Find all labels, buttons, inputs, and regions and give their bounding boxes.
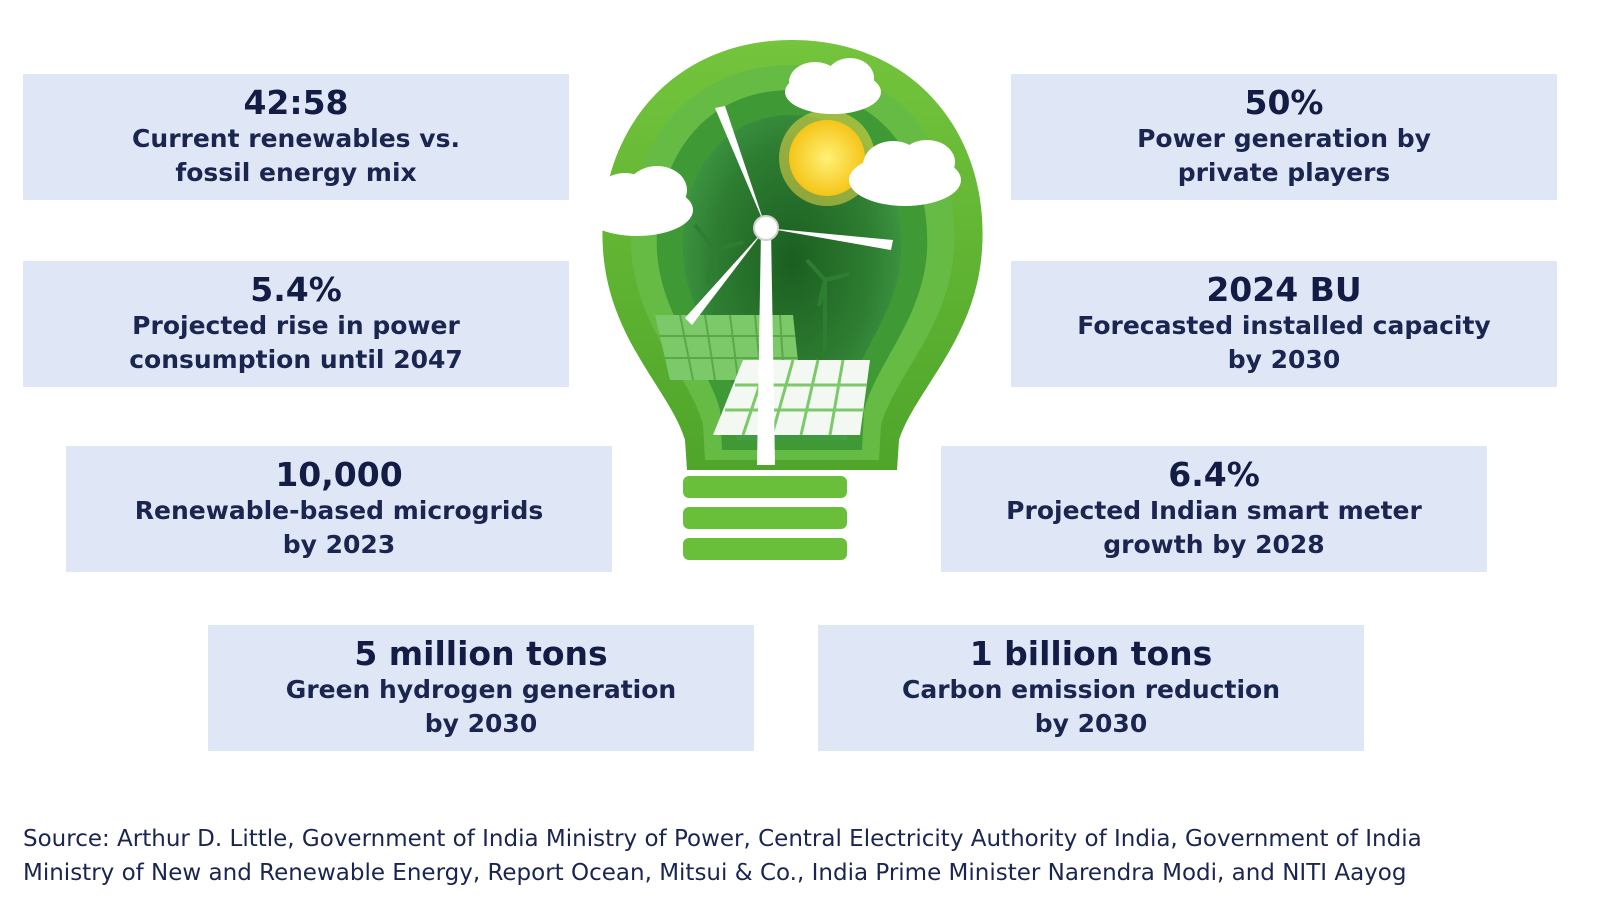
stat-value: 5.4% <box>250 270 342 309</box>
source-line: Source: Arthur D. Little, Government of … <box>23 826 1422 852</box>
bulb-base <box>683 476 847 560</box>
stat-description: Projected Indian smart meter <box>1006 496 1422 525</box>
stat-card-energy-mix: 42:58 Current renewables vs. fossil ener… <box>23 74 569 200</box>
source-line: Ministry of New and Renewable Energy, Re… <box>23 860 1407 886</box>
stat-description: by 2030 <box>1034 709 1148 738</box>
stat-card-green-hydrogen: 5 million tons Green hydrogen generation… <box>208 625 754 751</box>
stat-description: Carbon emission reduction <box>902 675 1280 704</box>
stat-value: 42:58 <box>243 83 349 122</box>
small-wind-turbine <box>693 223 850 350</box>
stat-card-installed-capacity: 2024 BU Forecasted installed capacity by… <box>1011 261 1557 387</box>
stat-description: consumption until 2047 <box>129 345 463 374</box>
wind-turbine-icon <box>685 106 893 465</box>
stat-value: 6.4% <box>1168 455 1260 494</box>
cloud-icon <box>785 58 881 114</box>
stat-description: private players <box>1177 158 1391 187</box>
stat-value: 1 billion tons <box>969 634 1213 673</box>
stat-value: 10,000 <box>275 455 403 494</box>
stat-value: 50% <box>1244 83 1324 122</box>
stat-description: Renewable-based microgrids <box>134 496 544 525</box>
stat-card-private-generation: 50% Power generation by private players <box>1011 74 1557 200</box>
stat-value: 2024 BU <box>1206 270 1362 309</box>
stat-description: Projected rise in power <box>132 311 460 340</box>
cloud-icon <box>849 140 961 206</box>
stat-description: growth by 2028 <box>1103 530 1325 559</box>
cloud-icon <box>581 166 693 236</box>
stat-value: 5 million tons <box>354 634 608 673</box>
stat-card-carbon-reduction: 1 billion tons Carbon emission reduction… <box>818 625 1364 751</box>
solar-panel-icon <box>713 359 870 436</box>
stat-description: by 2030 <box>1227 345 1341 374</box>
stat-description: Power generation by <box>1137 124 1431 153</box>
stat-card-power-consumption: 5.4% Projected rise in power consumption… <box>23 261 569 387</box>
stat-description: fossil energy mix <box>175 158 417 187</box>
stat-description: Green hydrogen generation <box>285 675 677 704</box>
stat-description: by 2023 <box>282 530 396 559</box>
stat-description: Current renewables vs. <box>132 124 460 153</box>
stat-description: Forecasted installed capacity <box>1077 311 1491 340</box>
lightbulb-illustration <box>581 40 983 560</box>
stat-card-microgrids: 10,000 Renewable-based microgrids by 202… <box>66 446 612 572</box>
stat-description: by 2030 <box>424 709 538 738</box>
source-attribution: Source: Arthur D. Little, Government of … <box>23 822 1583 890</box>
stat-card-smart-meter: 6.4% Projected Indian smart meter growth… <box>941 446 1487 572</box>
